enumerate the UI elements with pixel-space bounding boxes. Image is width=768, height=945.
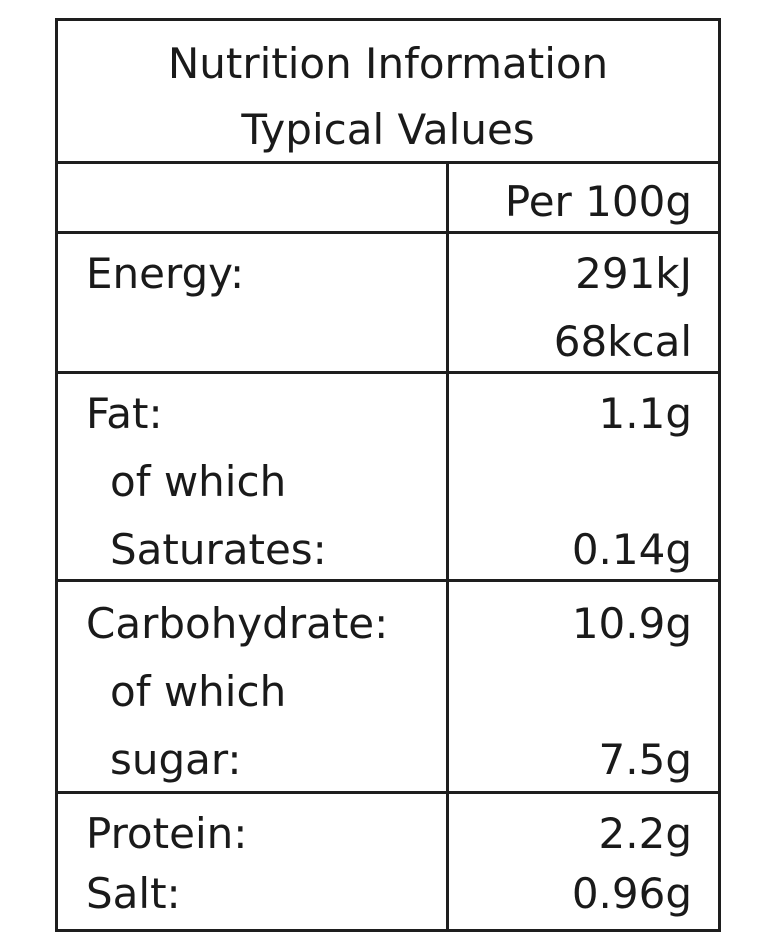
protein-value: 2.2g (598, 809, 692, 858)
energy-kj-value: 291kJ (575, 249, 692, 298)
divider-carbohydrate (58, 791, 718, 794)
column-divider (446, 161, 449, 929)
fat-label: Fat: (86, 389, 163, 438)
carbohydrate-value: 10.9g (571, 599, 692, 648)
divider-header (58, 161, 718, 164)
protein-label: Protein: (86, 809, 248, 858)
column-header-per-100g: Per 100g (504, 177, 692, 226)
label-title: Nutrition Information (167, 39, 609, 88)
sugar-value: 7.5g (598, 735, 692, 784)
divider-column-header (58, 231, 718, 234)
saturates-label: Saturates: (110, 525, 327, 574)
sugar-label: sugar: (110, 735, 242, 784)
energy-kcal-value: 68kcal (553, 317, 692, 366)
label-subtitle: Typical Values (241, 105, 535, 154)
fat-value: 1.1g (598, 389, 692, 438)
salt-value: 0.96g (571, 869, 692, 918)
carbohydrate-of-which: of which (110, 667, 287, 716)
carbohydrate-label: Carbohydrate: (86, 599, 389, 648)
divider-fat (58, 579, 718, 582)
fat-of-which: of which (110, 457, 287, 506)
saturates-value: 0.14g (571, 525, 692, 574)
energy-label: Energy: (86, 249, 245, 298)
salt-label: Salt: (86, 869, 181, 918)
divider-energy (58, 371, 718, 374)
nutrition-label: Nutrition Information Typical Values Per… (55, 18, 721, 932)
